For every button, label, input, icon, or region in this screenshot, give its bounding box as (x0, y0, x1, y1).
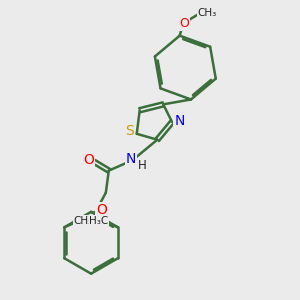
Text: N: N (174, 114, 184, 128)
Text: N: N (126, 152, 136, 166)
Text: O: O (179, 17, 189, 30)
Text: CH₃: CH₃ (74, 215, 93, 226)
Text: H₃C: H₃C (89, 215, 109, 226)
Text: O: O (97, 203, 107, 218)
Text: O: O (83, 153, 94, 167)
Text: H: H (137, 159, 146, 172)
Text: CH₃: CH₃ (198, 8, 217, 18)
Text: S: S (125, 124, 134, 138)
